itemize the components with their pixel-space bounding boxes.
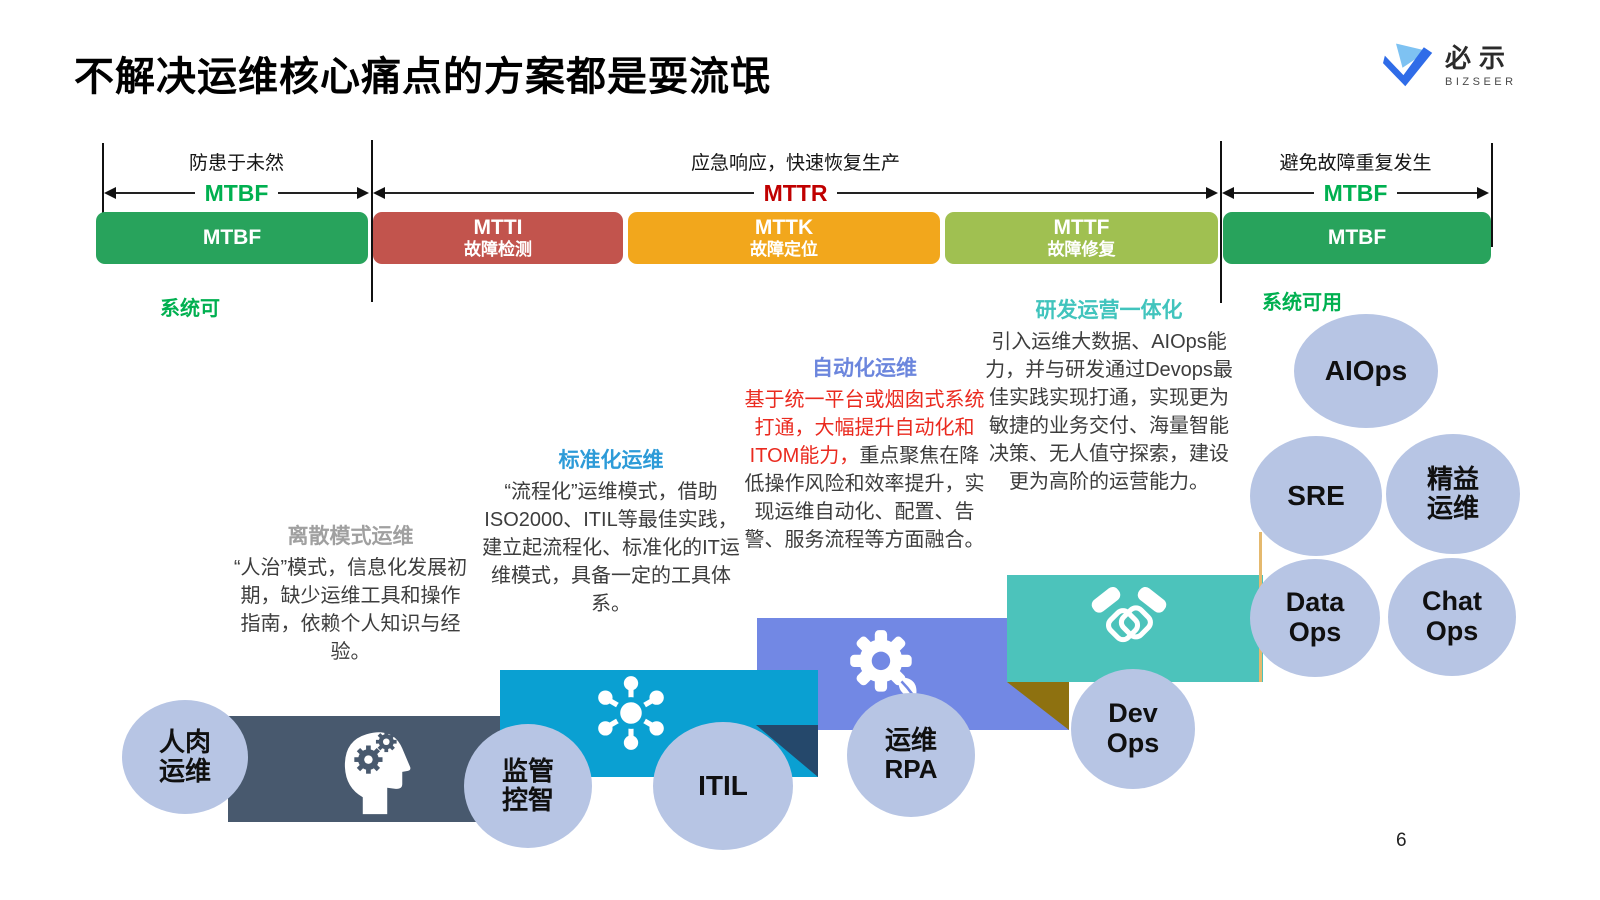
- molecule-icon: [590, 672, 672, 759]
- bubble-lean-ops: 精益 运维: [1386, 434, 1520, 554]
- stage-block-devops: 研发运营一体化 引入运维大数据、AIOps能力，并与研发通过Devops最佳实践…: [985, 294, 1233, 496]
- bubble-sre: SRE: [1250, 436, 1382, 556]
- page-title: 不解决运维核心痛点的方案都是耍流氓: [74, 55, 771, 99]
- bar-sublabel: 故障检测: [464, 240, 532, 260]
- stage-body-highlight: 基于统一平台或烟囱式系统打通，大幅提升自动化和ITOM能力，: [744, 389, 985, 467]
- timeline-tick: [371, 140, 373, 302]
- stage-block-automated: 自动化运维 基于统一平台或烟囱式系统打通，大幅提升自动化和ITOM能力，重点聚焦…: [742, 352, 987, 554]
- bubble-manual-ops: 人肉 运维: [122, 700, 248, 814]
- arrowhead-right-icon: [1477, 187, 1489, 199]
- bar-mttf: MTTF 故障修复: [945, 212, 1218, 264]
- arrowhead-left-icon: [1222, 187, 1234, 199]
- stage-body-rest: 重点聚焦在降低操作风险和效率提升，实现运维自动化、配置、告警、服务流程等方面融合…: [744, 445, 985, 551]
- metric-mtbf-right: MTBF: [1323, 179, 1388, 206]
- arrowhead-right-icon: [1206, 187, 1218, 199]
- bar-label: MTBF: [202, 225, 262, 249]
- bar-mtti: MTTI 故障检测: [373, 212, 623, 264]
- stage-title: 离散模式运维: [287, 525, 414, 548]
- bar-label: MTTI: [473, 216, 523, 240]
- brand-logo: 必示 BIZSEER: [1383, 40, 1517, 93]
- mtbf-arrow-left: MTBF: [104, 181, 369, 204]
- phase-label-avoid: 避免故障重复发生: [1279, 153, 1432, 174]
- bubble-dataops: Data Ops: [1250, 559, 1380, 677]
- bubble-itil: ITIL: [653, 722, 793, 850]
- timeline-tick: [1220, 141, 1222, 303]
- arrowhead-right-icon: [357, 187, 369, 199]
- bar-label: MTTF: [1053, 216, 1110, 240]
- bar-mttk: MTTK 故障定位: [628, 212, 940, 264]
- phase-label-prevent: 防患于未然: [188, 153, 284, 174]
- stage-body: “人治”模式，信息化发展初期，缺少运维工具和操作指南，依赖个人知识与经验。: [233, 557, 468, 663]
- phase-label-respond: 应急响应，快速恢复生产: [690, 153, 900, 174]
- brand-name-cn: 必示: [1445, 43, 1514, 73]
- system-available-left: 系统可: [160, 298, 220, 320]
- bubble-chatops: Chat Ops: [1388, 558, 1516, 676]
- bar-label: MTTK: [754, 216, 814, 240]
- bubble-ops-rpa: 运维 RPA: [847, 693, 975, 817]
- timeline-tick: [1491, 143, 1493, 247]
- arrowhead-left-icon: [373, 187, 385, 199]
- handshake-icon: [1083, 578, 1175, 669]
- brain-gears-icon: [331, 722, 419, 821]
- stage-title: 标准化运维: [558, 449, 664, 472]
- metric-mttr: MTTR: [763, 179, 828, 206]
- bar-sublabel: 故障定位: [750, 240, 818, 260]
- stage-block-standardized: 标准化运维 “流程化”运维模式，借助ISO2000、ITIL等最佳实践，建立起流…: [482, 444, 740, 618]
- stage-block-discrete: 离散模式运维 “人治”模式，信息化发展初期，缺少运维工具和操作指南，依赖个人知识…: [232, 520, 469, 666]
- page-number: 6: [1396, 830, 1407, 851]
- bubble-monitor-control: 监管 控智: [464, 724, 592, 848]
- mttr-arrow: MTTR: [373, 181, 1218, 204]
- stage-body: 基于统一平台或烟囱式系统打通，大幅提升自动化和ITOM能力，重点聚焦在降低操作风…: [742, 386, 987, 554]
- bubble-aiops: AIOps: [1294, 314, 1438, 428]
- brand-name-en: BIZSEER: [1445, 76, 1517, 88]
- stage-title: 研发运营一体化: [1035, 299, 1183, 322]
- bizseer-logo-icon: [1383, 40, 1435, 93]
- stage-body: “流程化”运维模式，借助ISO2000、ITIL等最佳实践，建立起流程化、标准化…: [482, 481, 740, 615]
- timeline-tick: [102, 143, 104, 247]
- system-available-right: 系统可用: [1262, 292, 1342, 314]
- metric-mtbf-left: MTBF: [204, 179, 269, 206]
- bubble-devops: Dev Ops: [1071, 669, 1195, 789]
- stage-body: 引入运维大数据、AIOps能力，并与研发通过Devops最佳实践实现打通，实现更…: [985, 331, 1233, 493]
- mtbf-arrow-right: MTBF: [1222, 181, 1489, 204]
- bar-sublabel: 故障修复: [1047, 240, 1116, 260]
- automation-gear-icon: [842, 624, 924, 711]
- bar-mtbf-right: MTBF: [1223, 212, 1491, 264]
- bar-mtbf-left: MTBF: [96, 212, 368, 264]
- bar-label: MTBF: [1327, 225, 1387, 249]
- stage-title: 自动化运维: [812, 357, 917, 380]
- arrowhead-left-icon: [104, 187, 116, 199]
